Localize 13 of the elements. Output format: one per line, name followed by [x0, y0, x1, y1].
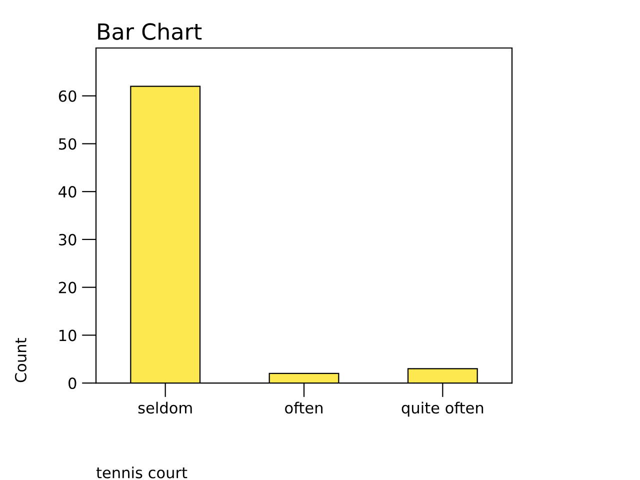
y-tick-label: 20 [58, 282, 76, 294]
y-tick-label: 10 [59, 330, 76, 342]
chart-title: Bar Chart [98, 22, 202, 40]
x-tick-label: seldom [138, 402, 192, 414]
x-axis-title: tennis court [96, 466, 188, 478]
y-tick-label: 60 [58, 90, 76, 102]
x-tick-label: often [285, 402, 322, 414]
y-tick-label: 40 [58, 186, 76, 198]
y-tick-label: 50 [58, 138, 76, 150]
x-tick-label: quite often [402, 402, 484, 417]
y-tick-label: 30 [58, 234, 76, 246]
y-tick-label: 0 [68, 378, 76, 390]
y-axis-title: Count [14, 338, 26, 382]
